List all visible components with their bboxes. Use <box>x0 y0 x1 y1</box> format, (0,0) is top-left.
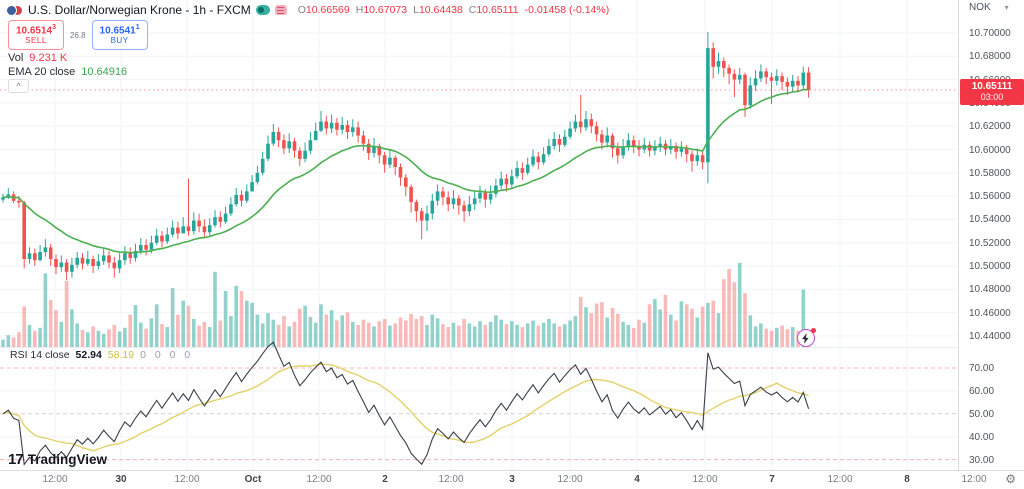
sell-price-pip: 3 <box>52 24 57 32</box>
currency-selector[interactable]: NOK ▾ <box>959 2 1024 13</box>
candle-series <box>1 31 811 280</box>
grid-horizontal <box>0 32 957 438</box>
time-axis[interactable]: 12:00 30 12:00 Oct 12:00 2 12:00 3 12:00 4 12:00 7 1… <box>0 470 1024 489</box>
volume-label: Vol <box>8 52 24 64</box>
chevron-down-icon: ▾ <box>1004 3 1009 12</box>
price-axis-label: 10.52000 <box>969 237 1011 249</box>
trade-widget: 10.65143 SELL 26.8 10.65411 BUY <box>8 20 148 50</box>
high-label: H <box>355 4 364 16</box>
high-value: 10.67073 <box>363 4 408 16</box>
open-label: O <box>297 4 306 16</box>
rsi-label: RSI 14 close <box>10 349 70 361</box>
rsi-axis-label: 40.00 <box>969 431 995 443</box>
time-axis-label: 12:00 <box>557 474 583 485</box>
bar-countdown: 03:00 <box>980 92 1004 102</box>
ema-label: EMA 20 close <box>8 66 76 78</box>
rsi-axis-label: 70.00 <box>969 363 995 374</box>
notification-dot <box>811 328 816 333</box>
ema-value: 10.64916 <box>81 66 128 78</box>
collapse-legend-button[interactable]: ^ <box>8 79 29 93</box>
volume-series <box>1 263 811 347</box>
gear-icon[interactable]: ⚙ <box>1005 472 1016 486</box>
tradingview-attribution[interactable]: 17 TradingView <box>8 451 107 468</box>
last-price-value: 10.65111 <box>971 81 1013 92</box>
volume-legend: Vol 9.231 K <box>8 52 67 64</box>
rsi-value: 52.94 <box>75 349 102 361</box>
usdnok-pair-icon <box>6 4 23 16</box>
price-axis-label: 10.54000 <box>969 214 1011 226</box>
spread-value: 26.8 <box>70 30 86 40</box>
quick-order-button[interactable] <box>797 328 816 347</box>
time-axis-label: 2 <box>382 474 388 485</box>
rsi-axis-label: 60.00 <box>969 385 995 397</box>
order-panel-toggle[interactable] <box>274 5 287 15</box>
rsi-axis-label: 30.00 <box>969 454 995 466</box>
price-axis-label: 10.46000 <box>969 307 1011 319</box>
rsi-extra-values: 0 0 0 0 <box>140 349 194 361</box>
sell-label: SELL <box>25 35 47 45</box>
price-axis-label: 10.70000 <box>969 28 1011 39</box>
lightning-icon <box>802 332 809 344</box>
rsi-ma-value: 58.19 <box>107 349 135 361</box>
time-axis-label: 12:00 <box>174 474 200 485</box>
low-value: 10.64438 <box>418 4 463 16</box>
sell-button[interactable]: 10.65143 SELL <box>8 20 64 50</box>
buy-label: BUY <box>110 35 129 45</box>
price-axis-label: 10.56000 <box>969 191 1011 203</box>
time-axis-label: 12:00 <box>692 474 718 485</box>
tradingview-logo-icon: 17 <box>8 451 24 468</box>
change-value: -0.01458 (-0.14%) <box>524 4 610 16</box>
price-axis-label: 10.50000 <box>969 261 1011 272</box>
open-value: 10.66569 <box>305 4 350 16</box>
time-axis-label: 12:00 <box>42 474 68 485</box>
price-axis-label: 10.68000 <box>969 51 1011 63</box>
price-axis-label: 10.60000 <box>969 144 1011 156</box>
price-axis-label: 10.48000 <box>969 284 1011 296</box>
close-value: 10.65111 <box>476 4 519 16</box>
time-axis-label: 30 <box>115 474 127 485</box>
currency-label: NOK <box>969 2 991 13</box>
price-axis[interactable]: NOK ▾ 10.7000010.6800010.6600010.6400010… <box>958 0 1024 470</box>
time-axis-label: 12:00 <box>438 474 464 485</box>
quick-trade-toggle[interactable] <box>255 5 270 15</box>
price-axis-label: 10.62000 <box>969 121 1011 133</box>
time-axis-label: 12:00 <box>961 474 987 485</box>
time-axis-label: Oct <box>244 474 262 485</box>
rsi-bands <box>0 367 957 461</box>
buy-price-pip: 1 <box>135 24 140 32</box>
chart-header: U.S. Dollar/Norwegian Krone - 1h - FXCM … <box>6 3 609 17</box>
tradingview-logo-text: TradingView <box>27 452 107 467</box>
sell-price: 10.6514 <box>15 25 53 37</box>
close-label: C <box>468 4 477 16</box>
rsi-line <box>2 341 810 466</box>
time-axis-label: 12:00 <box>306 474 332 485</box>
menu-lines-icon <box>277 6 285 14</box>
ema-line <box>2 88 809 254</box>
time-axis-label: 7 <box>769 474 775 485</box>
buy-button[interactable]: 10.65411 BUY <box>91 20 148 50</box>
low-label: L <box>413 4 419 16</box>
price-axis-label: 10.44000 <box>969 330 1011 342</box>
time-axis-label: 12:00 <box>827 474 853 485</box>
time-axis-label: 3 <box>509 474 515 485</box>
rsi-legend: RSI 14 close 52.94 58.19 0 0 0 0 <box>10 349 193 361</box>
time-axis-label: 8 <box>904 474 910 485</box>
ohlc-readout: O10.66569 H10.67073 L10.64438 C10.65111 … <box>298 4 609 16</box>
rsi-axis-label: 50.00 <box>969 408 995 420</box>
grid-vertical <box>54 0 975 470</box>
time-axis-label: 4 <box>634 474 640 485</box>
chart-title[interactable]: U.S. Dollar/Norwegian Krone - 1h - FXCM <box>28 3 251 17</box>
ema-legend: EMA 20 close 10.64916 <box>8 66 127 78</box>
toggle-dot-icon <box>257 7 264 13</box>
price-axis-label: 10.58000 <box>969 167 1011 179</box>
buy-price: 10.6541 <box>99 25 136 37</box>
last-price-tag: 10.65111 03:00 <box>960 79 1024 105</box>
volume-value: 9.231 K <box>29 52 68 64</box>
rsi-ma-line <box>2 363 809 452</box>
